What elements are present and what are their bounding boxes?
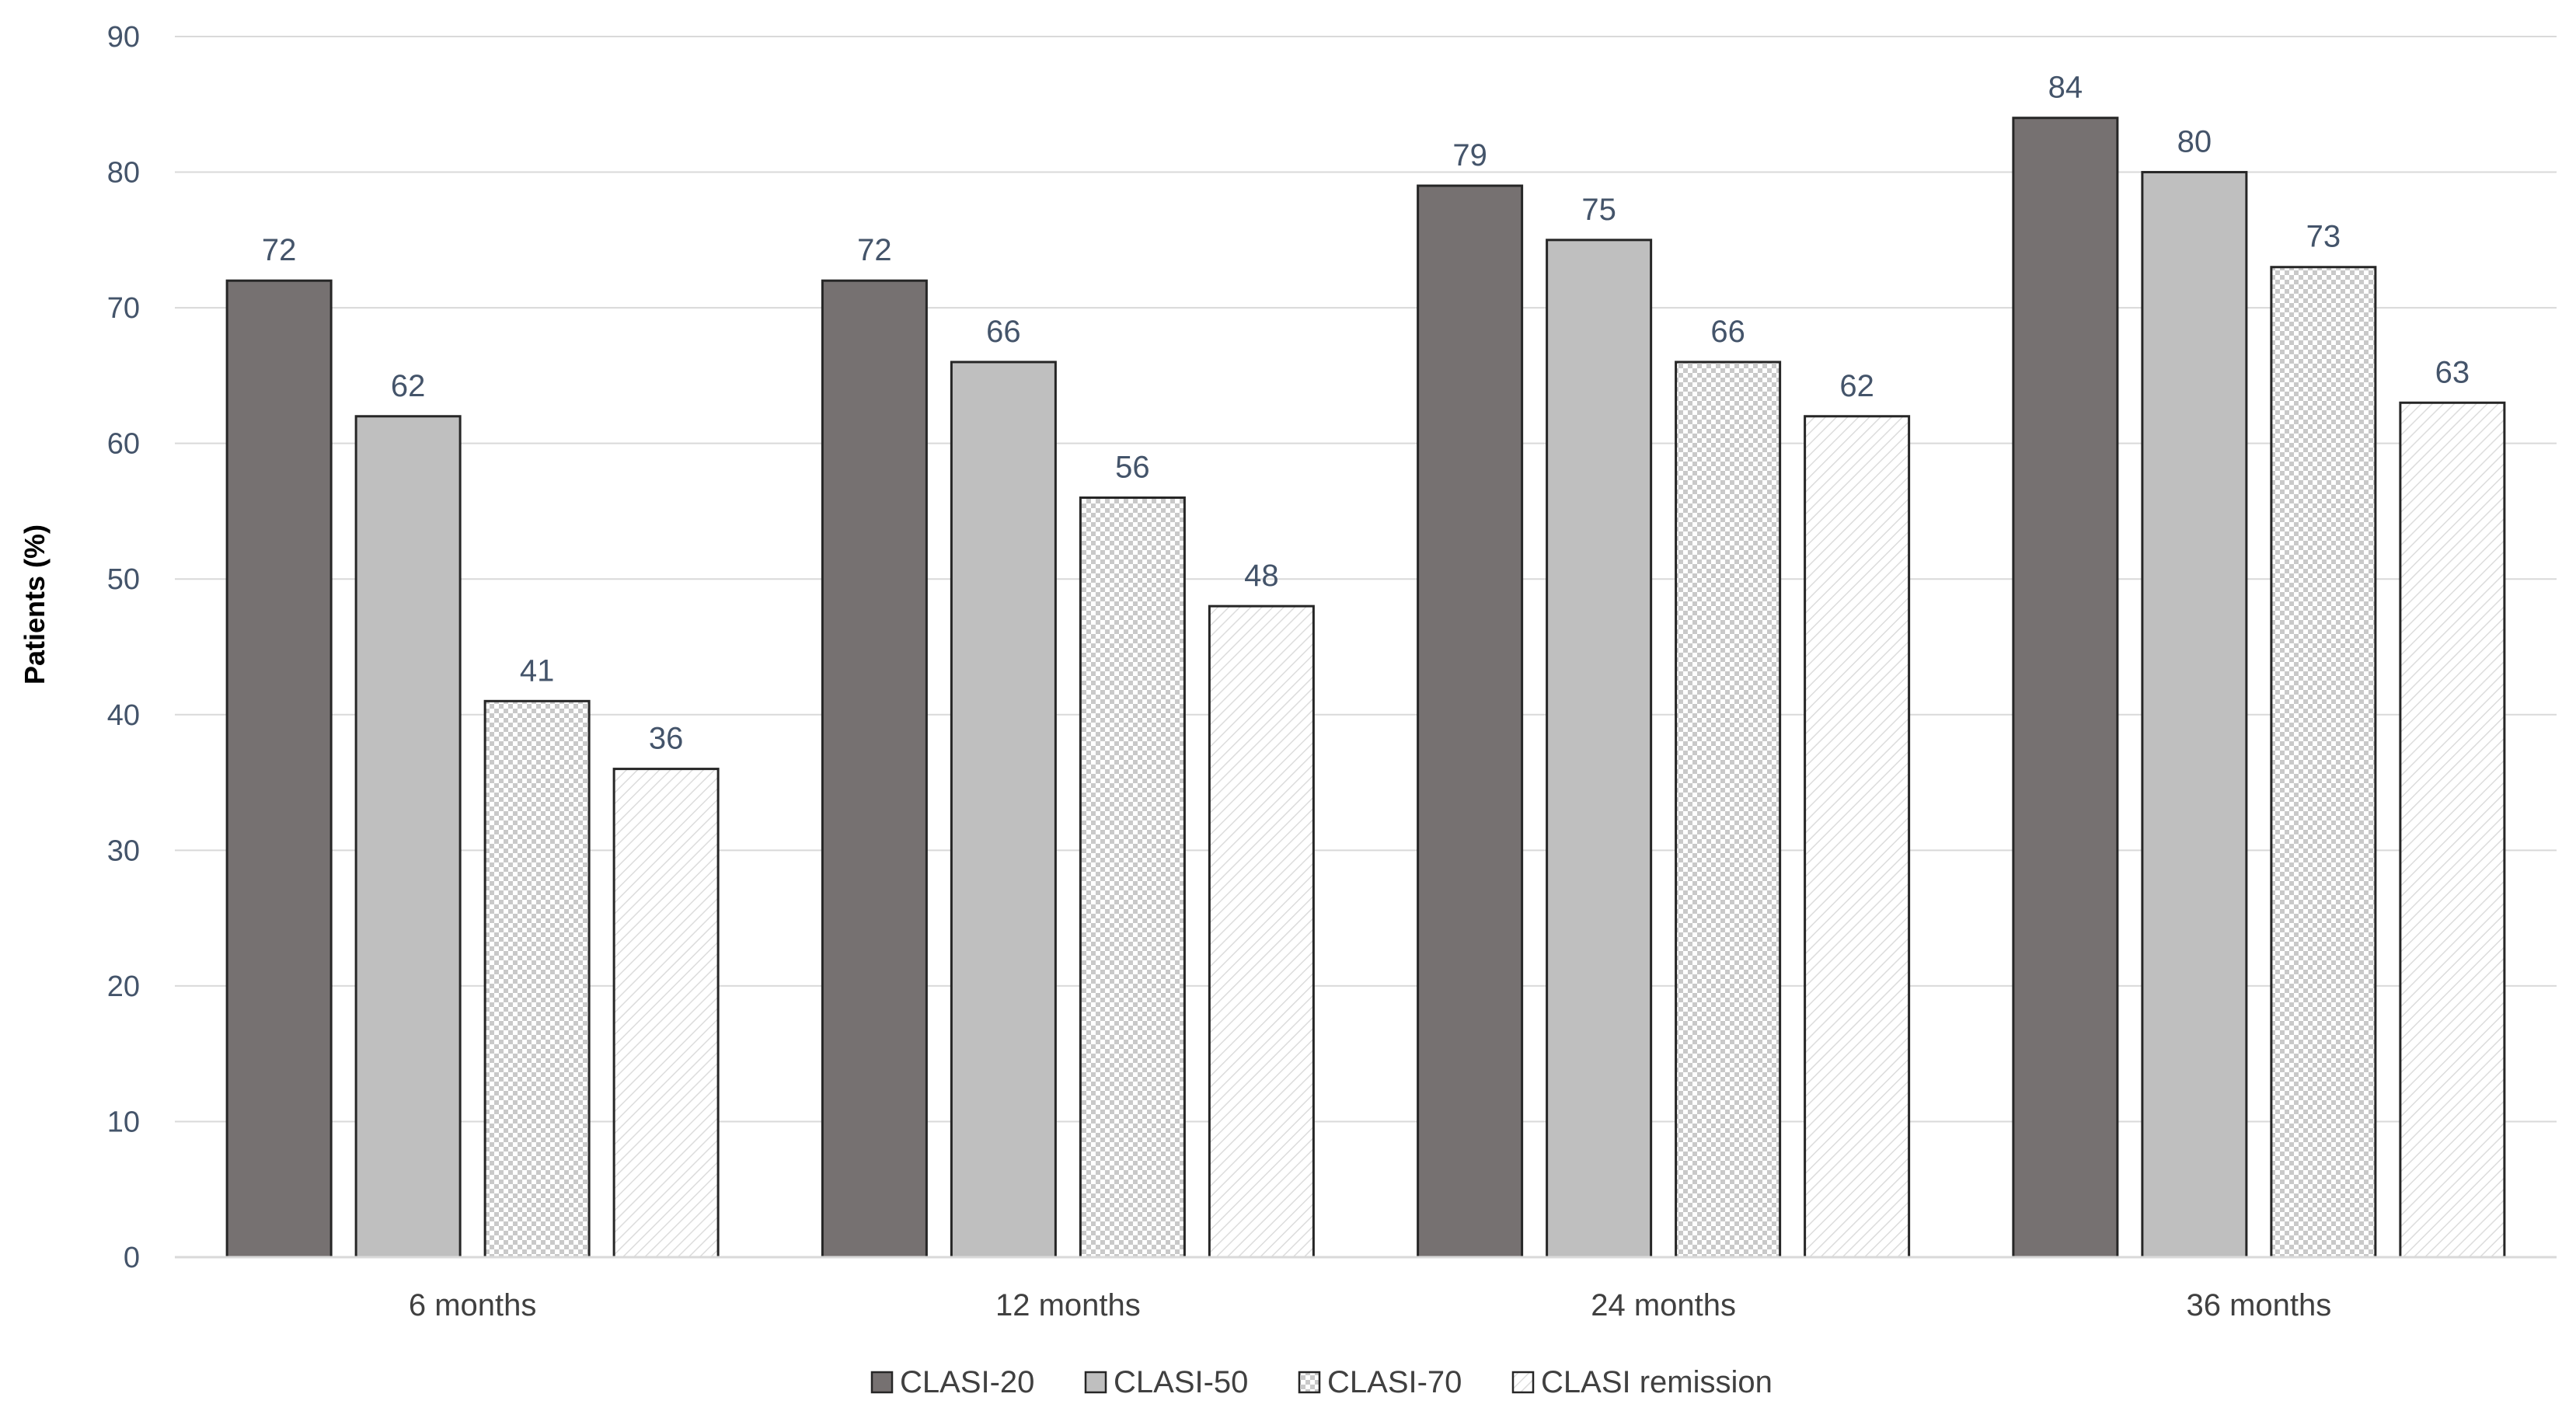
bar [612,768,720,1259]
bar [483,699,591,1259]
y-axis-ticks: 0 10 20 30 40 50 60 70 80 90 [107,21,140,1274]
data-label: 72 [262,233,297,267]
bar [1804,415,1911,1259]
bars [225,117,2506,1259]
data-label: 80 [2177,125,2212,159]
bar [1675,361,1782,1259]
data-label: 66 [1710,315,1745,349]
bar [1546,239,1653,1259]
bar [225,279,333,1259]
bar [950,361,1057,1259]
legend: CLASI-20 CLASI-50 CLASI-70 CLASI remission [870,1365,1773,1399]
legend-label: CLASI-70 [1327,1365,1462,1399]
legend-swatch [1298,1371,1321,1394]
y-tick-label: 70 [107,292,140,325]
x-category-label: 6 months [409,1288,537,1322]
bar [821,279,928,1259]
y-axis-title: Patients (%) [19,524,51,685]
y-tick-label: 30 [107,834,140,867]
legend-label: CLASI-50 [1114,1365,1248,1399]
x-axis-categories: 6 months 12 months 24 months 36 months [409,1288,2331,1322]
data-label: 75 [1581,193,1616,227]
bar [2270,266,2377,1259]
y-tick-label: 10 [107,1106,140,1138]
data-label: 84 [2048,71,2083,105]
x-category-label: 36 months [2186,1288,2331,1322]
y-tick-label: 0 [124,1242,140,1274]
legend-swatch [870,1371,894,1394]
bar [354,415,462,1259]
bar [2141,171,2248,1259]
y-tick-label: 40 [107,699,140,732]
data-label: 36 [649,722,684,756]
bar [2012,117,2119,1259]
data-label: 56 [1115,450,1150,484]
y-tick-label: 60 [107,428,140,461]
y-tick-label: 50 [107,563,140,596]
bar [1417,184,1524,1259]
legend-label: CLASI-20 [900,1365,1034,1399]
data-label: 72 [857,233,892,267]
data-label: 41 [520,653,555,688]
data-label: 62 [391,369,426,403]
x-category-label: 12 months [995,1288,1141,1322]
data-label: 66 [986,315,1021,349]
legend-swatch [1084,1371,1107,1394]
data-label: 73 [2306,220,2341,254]
y-tick-label: 20 [107,970,140,1003]
data-label: 48 [1244,559,1279,593]
data-label: 79 [1452,138,1487,172]
bar [2399,401,2506,1259]
data-labels: 72 62 41 36 72 66 56 48 79 75 66 62 84 80 73 63 [262,71,2470,756]
data-label: 63 [2435,355,2470,389]
legend-swatch [1511,1371,1535,1394]
bar [1079,496,1186,1259]
legend-label: CLASI remission [1541,1365,1773,1399]
data-label: 62 [1839,369,1874,403]
y-tick-label: 90 [107,21,140,54]
y-tick-label: 80 [107,157,140,190]
bar [1208,604,1315,1259]
x-category-label: 24 months [1591,1288,1736,1322]
